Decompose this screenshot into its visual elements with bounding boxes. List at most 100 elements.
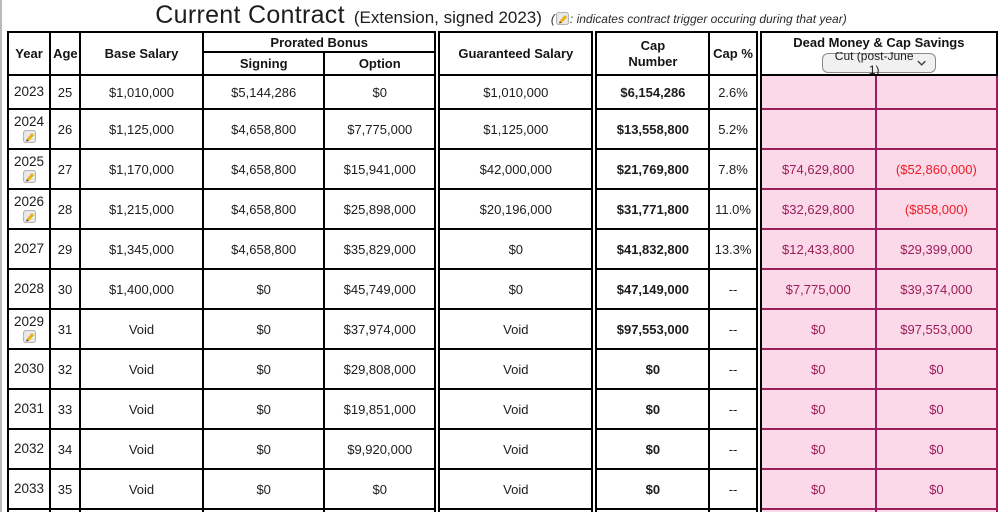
cap-savings-cell: $0 [874, 388, 999, 430]
year-cell: 2029 [6, 308, 52, 350]
age-cell: 27 [49, 148, 81, 190]
cap-number-cell: $0 [591, 468, 711, 510]
cap-number-cell: $0 [591, 428, 711, 470]
guaranteed-salary-cell: $20,196,000 [434, 188, 596, 230]
dead-money-cell: $0 [755, 388, 877, 430]
age-cell: 32 [49, 348, 81, 390]
cap-number-cell: $6,154,286 [591, 74, 711, 110]
cap-pct-cell: -- [708, 308, 760, 350]
signing-bonus-cell: $4,658,800 [202, 188, 326, 230]
year-label: 2027 [14, 240, 45, 256]
table-header: Year Age Base Salary Prorated Bonus Guar… [6, 31, 999, 76]
year-cell [6, 508, 52, 512]
cap-savings-cell: ($858,000) [874, 188, 999, 230]
cap-number-cell: $0 [591, 348, 711, 390]
cap-savings-cell: $0 [874, 468, 999, 510]
cap-savings-cell: $0 [874, 348, 999, 390]
guaranteed-salary-cell: Void [434, 348, 596, 390]
option-bonus-cell: $7,775,000 [323, 108, 439, 150]
guaranteed-salary-cell: Void [434, 388, 596, 430]
year-cell: 2033 [6, 468, 52, 510]
cap-savings-cell: $0 [874, 428, 999, 470]
age-cell: 29 [49, 228, 81, 270]
year-cell: 2026 [6, 188, 52, 230]
chevron-down-icon [917, 60, 927, 66]
signing-bonus-cell: $5,144,286 [202, 74, 326, 110]
dead-money-cell: $74,629,800 [755, 148, 877, 190]
signing-bonus-cell: $0 [202, 388, 326, 430]
year-label: 2026 [14, 193, 45, 209]
signing-bonus-cell: $0 [202, 268, 326, 310]
dead-money-mode-value: Cut (post-June 1) [834, 52, 914, 75]
dead-money-cell: $7,775,000 [755, 268, 877, 310]
table-row: 2024 26 $1,125,000 $4,658,800 $7,775,000 $1,… [6, 108, 999, 150]
cap-number-cell: $41,832,800 [591, 228, 711, 270]
year-cell: 2032 [6, 428, 52, 470]
year-label: 2028 [14, 280, 45, 296]
base-salary-cell: $1,125,000 [78, 108, 205, 150]
col-header-prorated-bonus: Prorated Bonus [202, 31, 439, 53]
cap-pct-cell: -- [708, 428, 760, 470]
dead-money-mode-select[interactable]: Cut (post-June 1) [821, 52, 936, 75]
cap-pct-cell: 7.8% [708, 148, 760, 190]
memo-pencil-icon [22, 130, 36, 143]
base-salary-cell [78, 508, 205, 512]
year-label: 2029 [14, 313, 45, 329]
cap-pct-cell: -- [708, 348, 760, 390]
age-cell: 26 [49, 108, 81, 150]
base-salary-cell: $1,010,000 [78, 74, 205, 110]
age-cell: 35 [49, 468, 81, 510]
option-bonus-cell: $0 [323, 74, 439, 110]
option-bonus-cell: $35,829,000 [323, 228, 439, 270]
signing-bonus-cell: $0 [202, 308, 326, 350]
base-salary-cell: Void [78, 348, 205, 390]
cap-pct-cell: -- [708, 468, 760, 510]
base-salary-cell: $1,345,000 [78, 228, 205, 270]
legend-open-paren: ( [550, 12, 555, 26]
year-cell: 2025 [6, 148, 52, 190]
col-header-cap-pct: Cap % [708, 31, 760, 76]
legend-memo-icon-slot [556, 12, 569, 28]
cap-number-cell: $13,558,800 [591, 108, 711, 150]
table-row: 2030 32 Void $0 $29,808,000 Void $0 -- $0 $0 [6, 348, 999, 390]
year-label: 2025 [14, 153, 45, 169]
year-label: 2031 [14, 400, 45, 416]
page-title: Current Contract [155, 1, 345, 29]
signing-bonus-cell: $0 [202, 348, 326, 390]
table-row-partial [6, 508, 999, 512]
dead-money-cell: $32,629,800 [755, 188, 877, 230]
col-header-base-salary: Base Salary [78, 31, 205, 76]
cap-pct-cell: 13.3% [708, 228, 760, 270]
option-bonus-cell: $15,941,000 [323, 148, 439, 190]
dead-money-cell: $0 [755, 348, 877, 390]
age-cell: 34 [49, 428, 81, 470]
dead-money-mode-cell: Cut (post-June 1) [755, 52, 999, 76]
memo-pencil-icon [22, 330, 36, 343]
option-bonus-cell: $25,898,000 [323, 188, 439, 230]
contract-table-body: 2023 25 $1,010,000 $5,144,286 $0 $1,010,000 $6… [6, 74, 999, 512]
year-label: 2032 [14, 440, 45, 456]
col-header-guaranteed-salary: Guaranteed Salary [434, 31, 596, 76]
base-salary-cell: Void [78, 388, 205, 430]
signing-bonus-cell: $4,658,800 [202, 148, 326, 190]
signing-bonus-cell: $0 [202, 468, 326, 510]
cap-pct-cell: -- [708, 388, 760, 430]
option-bonus-cell: $19,851,000 [323, 388, 439, 430]
age-cell: 28 [49, 188, 81, 230]
guaranteed-salary-cell: $1,125,000 [434, 108, 596, 150]
col-header-age: Age [49, 31, 81, 76]
dead-money-cell: $12,433,800 [755, 228, 877, 270]
base-salary-cell: Void [78, 308, 205, 350]
base-salary-cell: $1,400,000 [78, 268, 205, 310]
dead-money-cell [755, 74, 877, 110]
year-label: 2030 [14, 360, 45, 376]
cap-number-cell: $21,769,800 [591, 148, 711, 190]
option-bonus-cell: $45,749,000 [323, 268, 439, 310]
table-row: 2031 33 Void $0 $19,851,000 Void $0 -- $0 $0 [6, 388, 999, 430]
base-salary-cell: $1,215,000 [78, 188, 205, 230]
year-label: 2024 [14, 113, 45, 129]
year-cell: 2030 [6, 348, 52, 390]
dead-money-cell [755, 108, 877, 150]
cap-number-cell: $97,553,000 [591, 308, 711, 350]
